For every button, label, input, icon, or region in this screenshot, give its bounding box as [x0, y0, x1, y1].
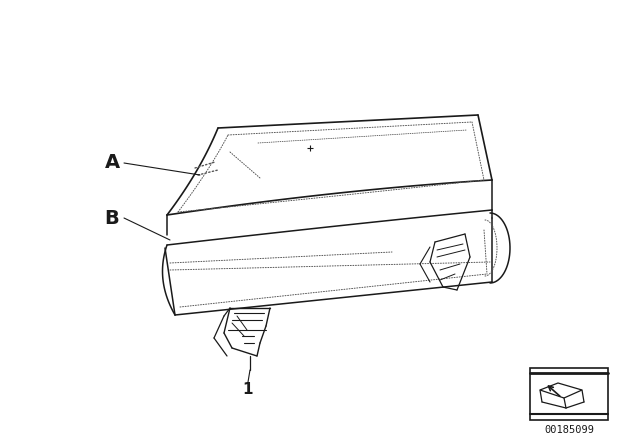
Text: 1: 1 [243, 383, 253, 397]
Text: B: B [104, 208, 120, 228]
Text: A: A [104, 154, 120, 172]
Text: 00185099: 00185099 [544, 425, 594, 435]
Bar [530, 368, 608, 420]
